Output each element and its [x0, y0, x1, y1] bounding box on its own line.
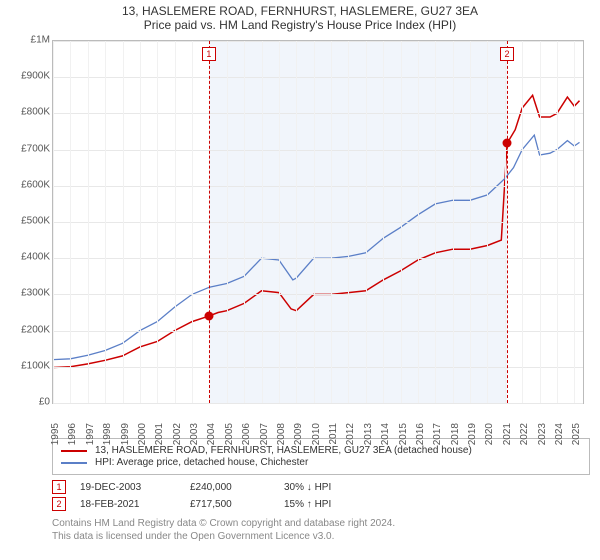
- swatch-line-icon: [61, 462, 87, 464]
- x-axis-tick: 2006: [241, 423, 252, 445]
- event-dot-icon: [204, 312, 213, 321]
- event-date: 18-FEB-2021: [80, 499, 176, 510]
- x-axis-tick: 1995: [50, 423, 61, 445]
- x-axis-tick: 2015: [398, 423, 409, 445]
- x-axis-tick: 2007: [259, 423, 270, 445]
- x-axis-tick: 2001: [154, 423, 165, 445]
- y-axis-tick: £0: [6, 397, 50, 408]
- attribution-line: This data is licensed under the Open Gov…: [52, 530, 590, 543]
- x-axis-tick: 2003: [189, 423, 200, 445]
- y-axis-tick: £600K: [6, 179, 50, 190]
- chart-container: 13, HASLEMERE ROAD, FERNHURST, HASLEMERE…: [0, 0, 600, 560]
- chart-area: 12 £0£100K£200K£300K£400K£500K£600K£700K…: [6, 36, 594, 434]
- series-hpi: [53, 135, 580, 360]
- swatch-line-icon: [61, 450, 87, 452]
- event-marker-icon: 2: [52, 497, 66, 511]
- legend-label: HPI: Average price, detached house, Chic…: [95, 457, 308, 468]
- y-axis-tick: £1M: [6, 35, 50, 46]
- event-price: £240,000: [190, 482, 270, 493]
- y-axis-tick: £300K: [6, 288, 50, 299]
- x-axis-tick: 2014: [380, 423, 391, 445]
- x-axis-tick: 2024: [554, 423, 565, 445]
- x-axis-tick: 2000: [137, 423, 148, 445]
- event-delta: 30% ↓ HPI: [284, 482, 331, 493]
- x-axis-tick: 2018: [450, 423, 461, 445]
- x-axis-tick: 2004: [206, 423, 217, 445]
- x-axis-tick: 1998: [102, 423, 113, 445]
- x-axis-tick: 2013: [363, 423, 374, 445]
- series-property: [53, 95, 580, 367]
- chart-subtitle: Price paid vs. HM Land Registry's House …: [6, 18, 594, 32]
- y-axis-tick: £400K: [6, 252, 50, 263]
- event-list: 1 19-DEC-2003 £240,000 30% ↓ HPI 2 18-FE…: [52, 480, 590, 511]
- x-axis-tick: 2009: [293, 423, 304, 445]
- x-axis-tick: 2016: [415, 423, 426, 445]
- event-marker-icon: 1: [202, 47, 216, 61]
- x-axis-tick: 2017: [432, 423, 443, 445]
- y-axis-tick: £900K: [6, 71, 50, 82]
- event-vline: [209, 41, 210, 403]
- x-axis-tick: 2010: [311, 423, 322, 445]
- y-axis-tick: £200K: [6, 324, 50, 335]
- attribution-line: Contains HM Land Registry data © Crown c…: [52, 517, 590, 530]
- x-axis-tick: 2008: [276, 423, 287, 445]
- x-axis-tick: 2021: [502, 423, 513, 445]
- event-dot-icon: [503, 139, 512, 148]
- event-marker-icon: 2: [500, 47, 514, 61]
- x-axis-tick: 1999: [120, 423, 131, 445]
- x-axis-tick: 2022: [519, 423, 530, 445]
- x-axis-tick: 2023: [537, 423, 548, 445]
- event-date: 19-DEC-2003: [80, 482, 176, 493]
- legend-item-property: 13, HASLEMERE ROAD, FERNHURST, HASLEMERE…: [61, 445, 581, 456]
- y-axis-tick: £500K: [6, 216, 50, 227]
- x-axis-tick: 2012: [345, 423, 356, 445]
- event-vline: [507, 41, 508, 403]
- event-row-1: 1 19-DEC-2003 £240,000 30% ↓ HPI: [52, 480, 590, 494]
- x-axis-tick: 2020: [484, 423, 495, 445]
- y-axis-tick: £800K: [6, 107, 50, 118]
- event-marker-icon: 1: [52, 480, 66, 494]
- x-axis-tick: 2011: [328, 423, 339, 445]
- x-axis-tick: 1997: [85, 423, 96, 445]
- x-axis-tick: 2002: [172, 423, 183, 445]
- x-axis-tick: 2005: [224, 423, 235, 445]
- y-axis-tick: £100K: [6, 360, 50, 371]
- chart-title: 13, HASLEMERE ROAD, FERNHURST, HASLEMERE…: [6, 4, 594, 18]
- attribution: Contains HM Land Registry data © Crown c…: [52, 517, 590, 543]
- legend-item-hpi: HPI: Average price, detached house, Chic…: [61, 457, 581, 468]
- plot-area: 12: [52, 40, 584, 404]
- x-axis-tick: 1996: [67, 423, 78, 445]
- event-row-2: 2 18-FEB-2021 £717,500 15% ↑ HPI: [52, 497, 590, 511]
- event-price: £717,500: [190, 499, 270, 510]
- legend-label: 13, HASLEMERE ROAD, FERNHURST, HASLEMERE…: [95, 445, 472, 456]
- x-axis-tick: 2025: [571, 423, 582, 445]
- event-delta: 15% ↑ HPI: [284, 499, 331, 510]
- y-axis-tick: £700K: [6, 143, 50, 154]
- x-axis-tick: 2019: [467, 423, 478, 445]
